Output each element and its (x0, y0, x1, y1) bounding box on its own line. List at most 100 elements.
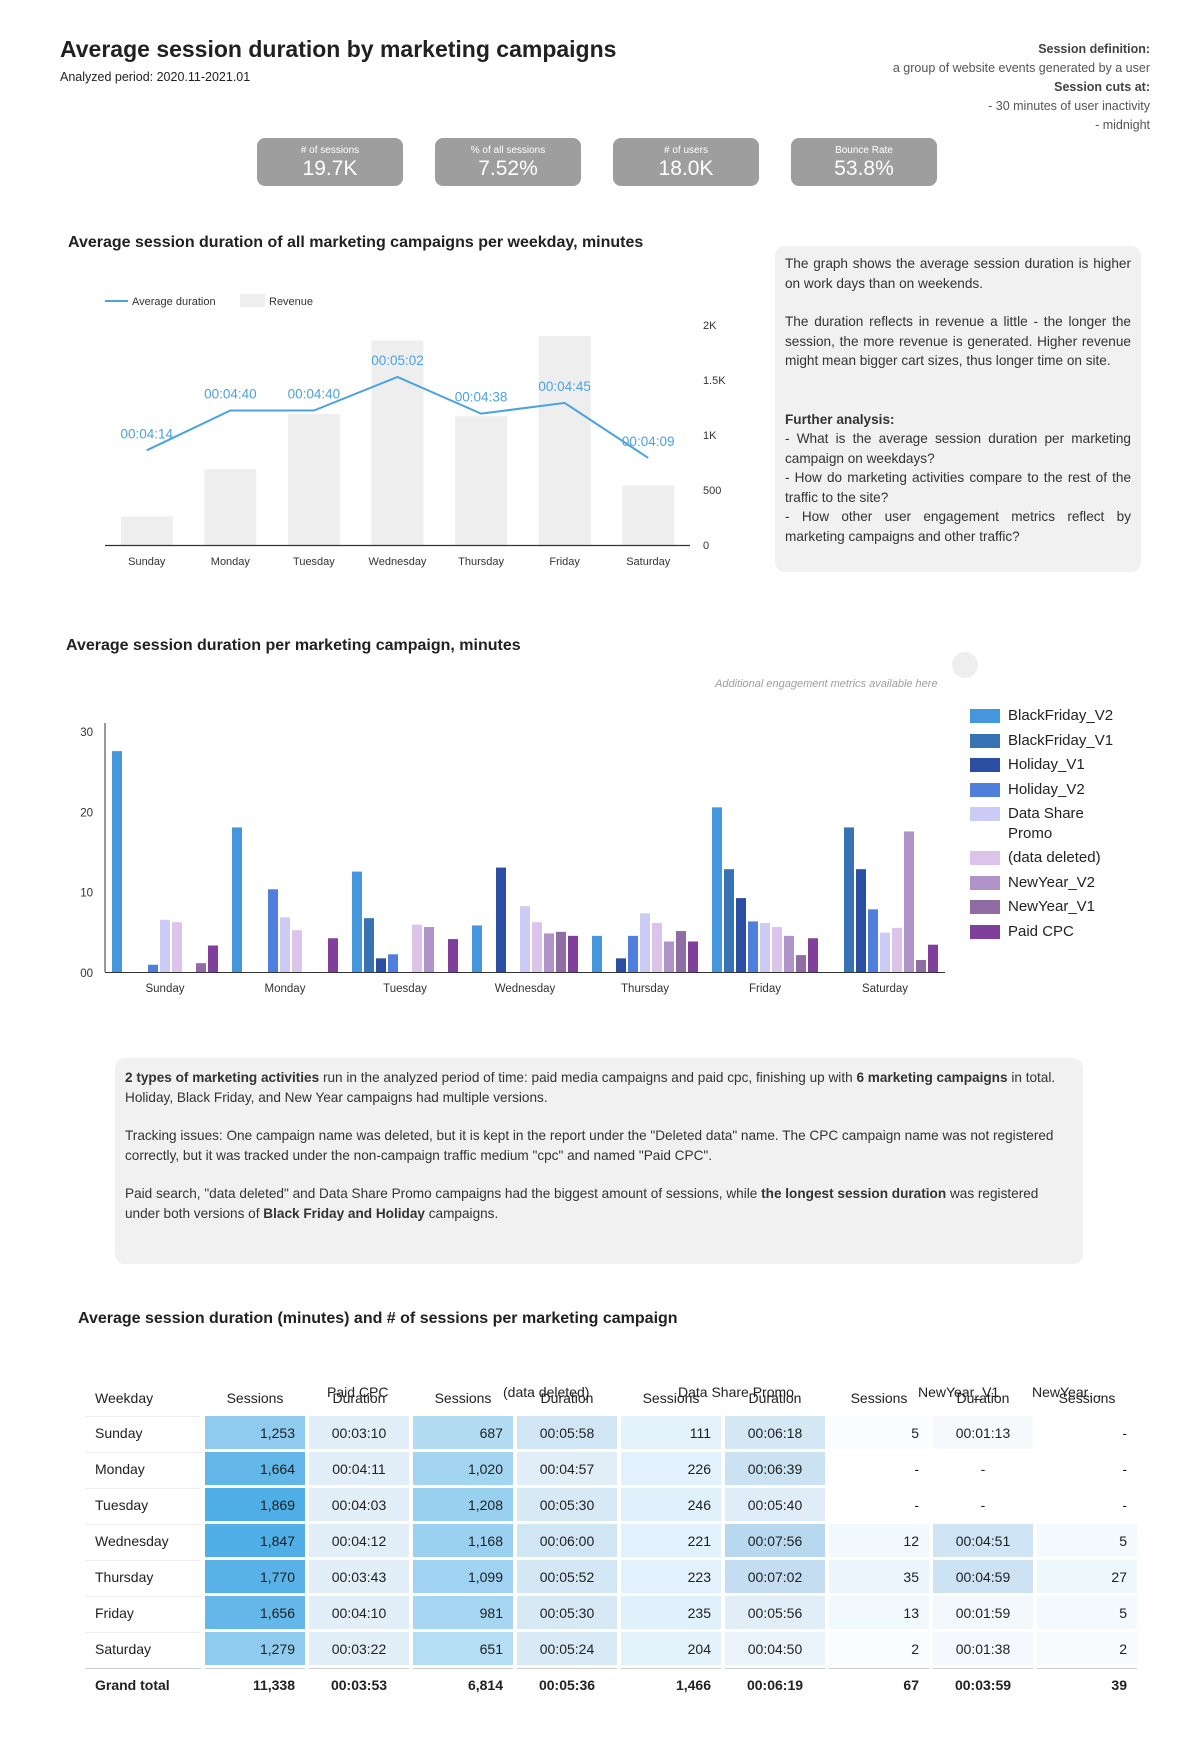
table-column-header[interactable]: Sessions (226, 1390, 284, 1406)
table-cell: 226 (621, 1452, 721, 1485)
legend-item: NewYear_V2 (970, 873, 1118, 893)
campaign-bar (724, 869, 734, 972)
table-cell: 00:06:39 (725, 1452, 825, 1485)
table-cell: 00:05:52 (517, 1560, 617, 1593)
note-bold: 6 marketing campaigns (856, 1070, 1008, 1085)
table-column-header[interactable]: Sessions (850, 1390, 908, 1406)
campaign-bar (388, 954, 398, 972)
legend-swatch (970, 709, 1000, 723)
table-cell: 00:07:02 (725, 1560, 825, 1593)
legend-item: (data deleted) (970, 848, 1118, 868)
table-cell: Sunday (85, 1416, 201, 1449)
table-group-header: (data deleted) (503, 1384, 590, 1400)
table-total-cell: 67 (829, 1668, 929, 1701)
campaign-bar (472, 925, 482, 972)
campaign-bar (148, 964, 158, 972)
campaign-bar (412, 924, 422, 972)
duration-data-label: 00:04:40 (204, 387, 257, 402)
campaign-bar (640, 913, 650, 972)
kpi-label: Bounce Rate (835, 145, 893, 156)
x-tick-label: Saturday (862, 983, 908, 995)
info-circle-icon[interactable] (952, 652, 978, 678)
legend-swatch (970, 758, 1000, 772)
legend-item: Paid CPC (970, 922, 1118, 942)
table-cell: Wednesday (85, 1524, 201, 1557)
table-column-header[interactable]: Sessions (1058, 1390, 1116, 1406)
campaign-bar (628, 935, 638, 972)
campaign-bar (868, 909, 878, 972)
table-cell: - (1037, 1452, 1137, 1485)
table-column-header[interactable]: Duration (748, 1390, 802, 1406)
further-analysis-title: Further analysis: (785, 411, 895, 427)
campaign-bar (364, 918, 374, 972)
note-text: Tracking issues: One campaign name was d… (125, 1128, 1054, 1163)
table-total-cell: 00:05:36 (517, 1668, 617, 1701)
legend-label: (data deleted) (1008, 849, 1101, 866)
weekday-chart-notes: The graph shows the average session dura… (775, 246, 1141, 572)
table-column-header[interactable]: Weekday (95, 1390, 154, 1406)
table-total-cell: 00:03:53 (309, 1668, 409, 1701)
note-text: campaigns. (424, 1205, 499, 1221)
table-cell: 00:03:10 (309, 1416, 409, 1449)
campaign-bar (292, 930, 302, 972)
legend-swatch (970, 900, 1000, 914)
duration-data-label: 00:04:45 (538, 379, 591, 394)
legend-item: NewYear_V1 (970, 897, 1118, 917)
table-cell: 00:05:30 (517, 1596, 617, 1629)
table-header-row: Weekday Sessions Duration Sessions Duration S… (85, 1383, 1137, 1413)
campaign-bar (688, 941, 698, 972)
legend-label-revenue: Revenue (269, 296, 313, 308)
session-cut-1: - 30 minutes of user inactivity (988, 99, 1150, 113)
table-column-header[interactable]: Sessions (434, 1390, 492, 1406)
campaign-bar (172, 922, 182, 972)
x-tick-label: Sunday (145, 983, 184, 995)
campaign-bar (196, 963, 206, 972)
y-tick-label: 00 (80, 968, 93, 980)
table-cell: 1,099 (413, 1560, 513, 1593)
campaign-bar (112, 751, 122, 972)
table-cell: 1,869 (205, 1488, 305, 1521)
kpi-value: 19.7K (302, 157, 358, 180)
table-column-header[interactable]: Sessions (642, 1390, 700, 1406)
kpi-value: 18.0K (658, 157, 714, 180)
table-column-header[interactable]: Duration (956, 1390, 1010, 1406)
table-column-header[interactable]: Duration (332, 1390, 386, 1406)
legend-item: Holiday_V1 (970, 755, 1118, 775)
campaign-bar (904, 831, 914, 972)
campaign-bar (808, 938, 818, 972)
right-axis-tick-label: 0 (703, 540, 709, 552)
y-tick-label: 10 (80, 888, 93, 900)
legend-item: Holiday_V2 (970, 780, 1118, 800)
table-row: Sunday 1,253 00:03:10 687 00:05:58 111 00:06:1… (85, 1416, 1137, 1449)
legend-label-duration: Average duration (132, 296, 216, 308)
further-analysis-item: - How other user engagement metrics refl… (785, 509, 1131, 544)
legend-label: NewYear_V2 (1008, 873, 1096, 891)
table-cell: 1,664 (205, 1452, 305, 1485)
additional-metrics-link[interactable]: Additional engagement metrics available … (715, 678, 938, 690)
table-cell: 00:04:50 (725, 1632, 825, 1665)
table-cell: 1,656 (205, 1596, 305, 1629)
campaign-bar (328, 938, 338, 972)
table-cell: 2 (829, 1632, 929, 1665)
x-tick-label: Tuesday (383, 983, 427, 995)
table-row: Thursday 1,770 00:03:43 1,099 00:05:52 223 00:… (85, 1560, 1137, 1593)
page-title: Average session duration by marketing ca… (60, 36, 617, 62)
table-cell: Thursday (85, 1560, 201, 1593)
weekday-duration-revenue-chart: 0 500 1K 1.5K 2K Sunday Monday Tuesday Wednesday… (105, 294, 726, 568)
table-cell: 00:05:56 (725, 1596, 825, 1629)
campaign-bar (760, 923, 770, 972)
x-tick-label: Monday (211, 556, 251, 568)
table-cell: - (1037, 1488, 1137, 1521)
kpi-label: % of all sessions (470, 145, 546, 156)
table-column-header[interactable]: Duration (540, 1390, 594, 1406)
table-cell: 111 (621, 1416, 721, 1449)
campaign-bar (676, 931, 686, 972)
further-analysis-item: - How do marketing activities compare to… (785, 470, 1131, 505)
table-cell: 1,168 (413, 1524, 513, 1557)
legend-label: Holiday_V1 (1008, 756, 1085, 773)
legend-item: BlackFriday_V2 (970, 706, 1118, 726)
table-row: Monday 1,664 00:04:11 1,020 00:04:57 226 00:06… (85, 1452, 1137, 1485)
analyzed-period: Analyzed period: 2020.11-2021.01 (60, 70, 251, 84)
table-cell: 00:03:22 (309, 1632, 409, 1665)
table-cell: 00:04:11 (309, 1452, 409, 1485)
